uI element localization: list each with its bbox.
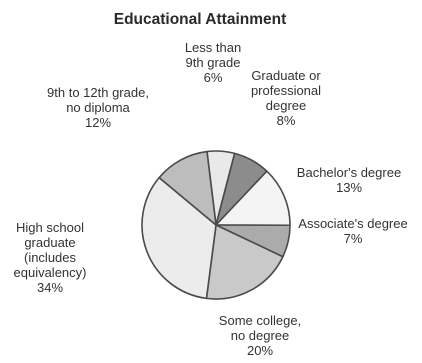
slice-label-line: no degree — [231, 328, 290, 343]
slice-label-5: Some college, no degree 20% — [219, 313, 301, 358]
slice-label-line: 9th to 12th grade, — [47, 85, 149, 100]
pie-slice-5 — [205, 224, 284, 300]
slice-label-line: no diploma — [66, 100, 130, 115]
slice-label-line: High school — [16, 220, 84, 235]
slice-label-line: 6% — [204, 70, 223, 85]
slice-label-line: Associate's degree — [298, 216, 407, 231]
slice-label-line: 8% — [277, 113, 296, 128]
slice-label-line: 13% — [336, 180, 362, 195]
slice-label-6: High school graduate (includes equivalency)… — [14, 220, 87, 295]
slice-label-line: professional — [251, 83, 321, 98]
slice-label-1: Less than 9th grade 6% — [185, 40, 241, 85]
chart-title: Educational Attainment — [114, 11, 287, 28]
slice-label-line: equivalency) — [14, 265, 87, 280]
pie-slice-6 — [141, 176, 217, 300]
slice-label-line: 9th grade — [186, 55, 241, 70]
slice-label-line: Some college, — [219, 313, 301, 328]
slice-label-line: 7% — [344, 231, 363, 246]
slice-label-7: 9th to 12th grade, no diploma 12% — [47, 85, 149, 130]
slice-label-line: 34% — [37, 280, 63, 295]
slice-label-line: Less than — [185, 40, 241, 55]
slice-label-2: Graduate or professional degree 8% — [251, 68, 321, 128]
slice-label-line: 12% — [85, 115, 111, 130]
pie-slice-3 — [215, 170, 291, 227]
slice-label-line: Bachelor's degree — [297, 165, 401, 180]
slice-label-4: Associate's degree 7% — [298, 216, 407, 246]
slice-label-line: degree — [266, 98, 306, 113]
slice-label-line: Graduate or — [251, 68, 321, 83]
pie-slice-7 — [158, 150, 217, 226]
slice-label-line: (includes — [24, 250, 77, 265]
slice-label-3: Bachelor's degree 13% — [297, 165, 401, 195]
pie-slices — [141, 150, 291, 300]
slice-label-line: graduate — [24, 235, 75, 250]
slice-labels: Less than 9th grade 6% Graduate or professio… — [14, 40, 408, 358]
slice-label-line: 20% — [247, 343, 273, 358]
